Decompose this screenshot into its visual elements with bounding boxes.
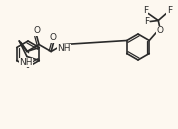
- Text: NH: NH: [57, 44, 71, 53]
- Text: F: F: [143, 6, 148, 15]
- Text: F: F: [144, 17, 149, 26]
- Text: NH: NH: [19, 58, 33, 67]
- Text: O: O: [33, 26, 40, 35]
- Text: O: O: [157, 26, 164, 35]
- Text: O: O: [50, 33, 57, 42]
- Text: F: F: [167, 6, 172, 15]
